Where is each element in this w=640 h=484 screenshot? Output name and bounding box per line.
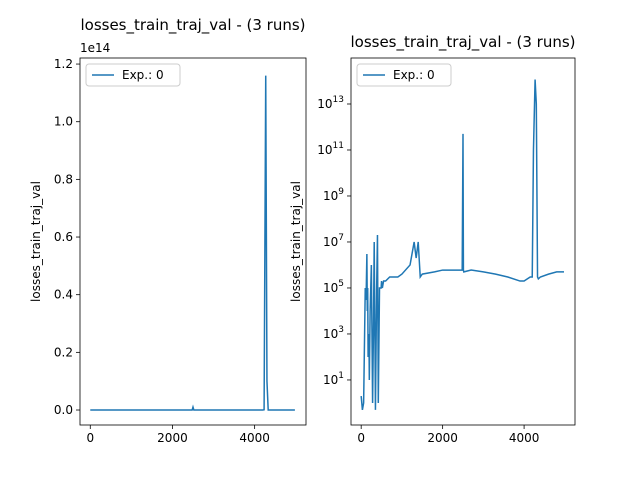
x-tick-label: 4000 xyxy=(509,431,540,445)
legend-label: Exp.: 0 xyxy=(393,68,435,82)
y-tick-label: 105 xyxy=(323,279,344,295)
offset-text: 1e14 xyxy=(80,41,110,55)
y-tick-label: 1011 xyxy=(317,141,344,157)
y-tick-label: 1.0 xyxy=(54,115,73,129)
chart-title: losses_train_traj_val - (3 runs) xyxy=(350,33,575,52)
y-tick-label: 107 xyxy=(323,233,344,249)
x-tick-label: 2000 xyxy=(157,431,188,445)
x-tick-label: 4000 xyxy=(239,431,270,445)
legend-box xyxy=(356,63,452,87)
y-tick-label: 0.0 xyxy=(54,403,73,417)
y-tick-label: 1013 xyxy=(317,95,344,111)
x-tick-label: 0 xyxy=(357,431,365,445)
line-series xyxy=(360,79,564,411)
y-tick-label: 1.2 xyxy=(54,57,73,71)
x-tick-label: 0 xyxy=(86,431,94,445)
y-axis-label: losses_train_traj_val xyxy=(29,181,43,302)
y-tick-label: 103 xyxy=(323,325,344,341)
axes-frame xyxy=(79,57,307,426)
y-tick-label: 0.6 xyxy=(54,230,73,244)
axes-frame xyxy=(350,57,576,426)
y-tick-label: 109 xyxy=(323,187,344,203)
legend-box xyxy=(85,63,181,87)
chart-title: losses_train_traj_val - (3 runs) xyxy=(80,16,305,35)
y-tick-label: 0.8 xyxy=(54,172,73,186)
y-tick-label: 0.4 xyxy=(54,288,73,302)
y-tick-label: 101 xyxy=(323,371,344,387)
x-tick-label: 2000 xyxy=(427,431,458,445)
line-series xyxy=(90,75,295,411)
legend-label: Exp.: 0 xyxy=(122,68,164,82)
y-axis-label: losses_train_traj_val xyxy=(289,181,303,302)
y-tick-label: 0.2 xyxy=(54,345,73,359)
